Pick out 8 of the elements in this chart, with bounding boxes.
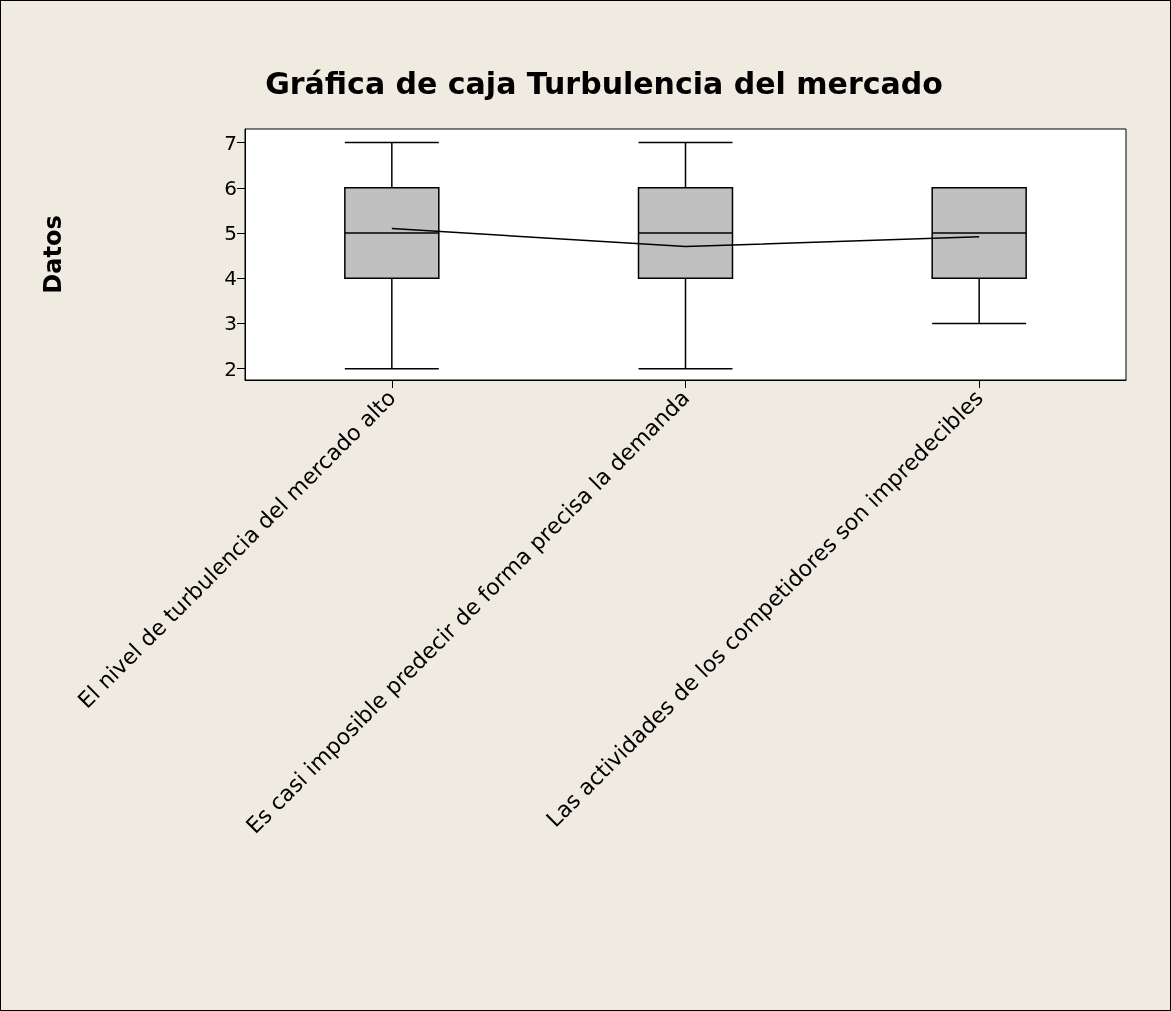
y-tick-label: 4 [224, 266, 237, 291]
y-tick-label: 3 [224, 311, 237, 336]
chart-title: Gráfica de caja Turbulencia del mercado [265, 65, 943, 101]
y-tick-label: 6 [224, 175, 237, 200]
y-axis-title: Datos [39, 215, 67, 294]
y-tick-label: 5 [224, 221, 237, 246]
y-tick-label: 7 [224, 130, 237, 155]
y-tick-label: 2 [224, 356, 237, 381]
